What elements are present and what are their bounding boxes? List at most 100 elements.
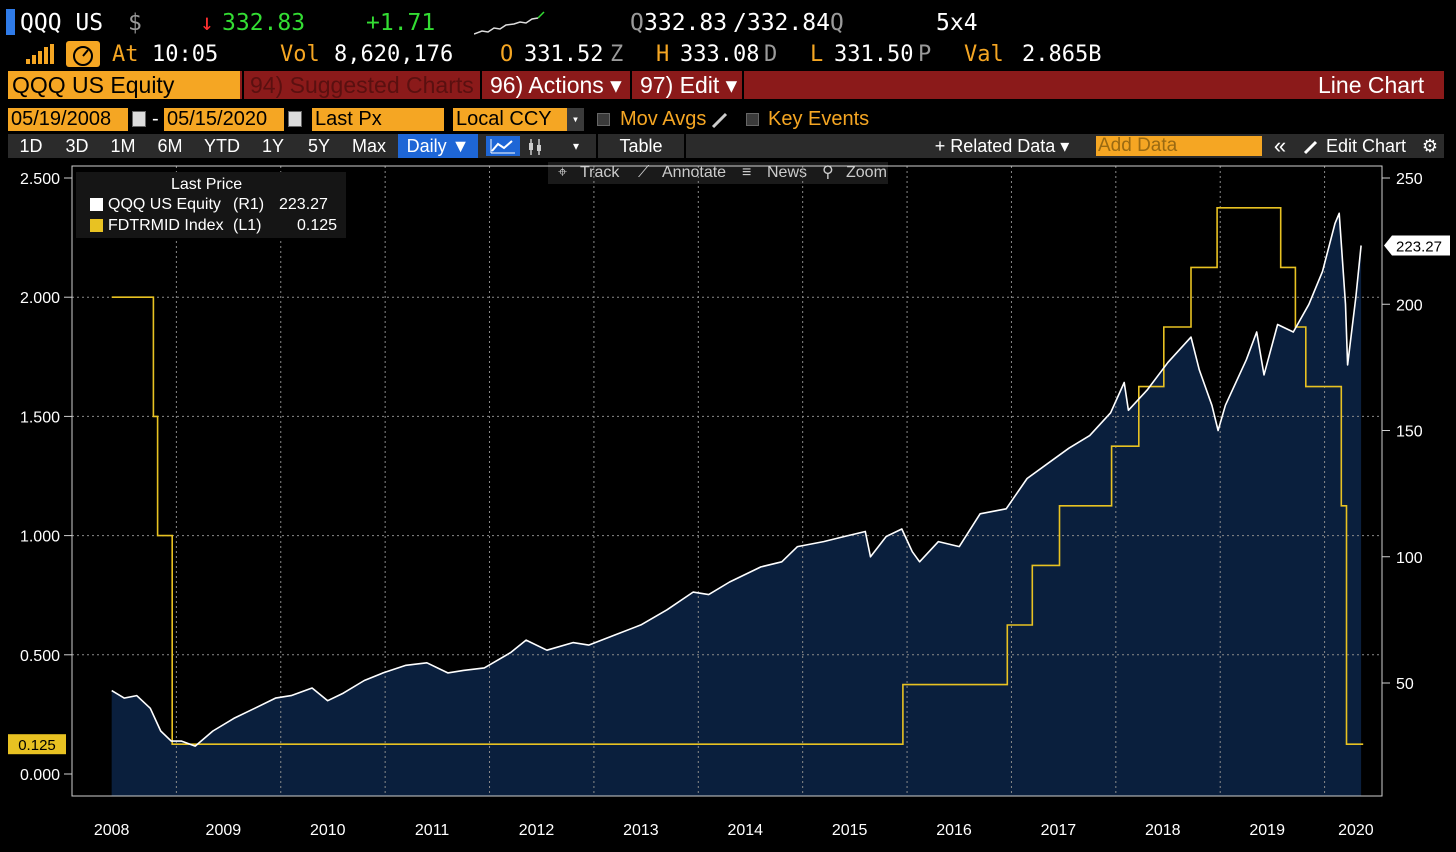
signal-bars-icon: [26, 44, 54, 64]
legend-swatch-fdtrmid: [90, 219, 103, 232]
currency-symbol: $: [128, 10, 142, 36]
high-suffix: D: [764, 42, 778, 67]
period-max-button[interactable]: Max: [351, 136, 386, 156]
line-chart-icon[interactable]: [486, 136, 520, 156]
legend-item-fdtrmid-axis: (L1): [233, 217, 262, 234]
edit-chart-button[interactable]: Edit Chart: [1325, 136, 1407, 156]
annotate-icon[interactable]: ⟋: [638, 164, 650, 181]
zoom-button[interactable]: Zoom: [846, 164, 887, 181]
left-tick-label: 0.000: [20, 767, 60, 784]
end-date-field[interactable]: 05/15/2020: [164, 108, 284, 131]
last-price: 332.83: [222, 10, 306, 36]
collapse-icon[interactable]: «: [1273, 133, 1287, 158]
right-tick-label: 50: [1396, 676, 1414, 693]
bid-ask-size: 5x4: [936, 10, 978, 36]
chart-type-label: Line Chart: [1318, 72, 1425, 98]
related-data-button[interactable]: + Related Data ▾: [934, 136, 1070, 156]
frequency-select[interactable]: Daily ▼: [398, 134, 478, 158]
high-price: 333.08: [680, 42, 760, 67]
price-field-select[interactable]: Last Px: [312, 108, 444, 131]
traded-value: 2.865B: [1022, 42, 1102, 67]
key-events-label[interactable]: Key Events: [768, 108, 870, 130]
open-price: 331.52: [524, 42, 604, 67]
qqq-last-tag: [1384, 235, 1450, 256]
candlestick-icon[interactable]: [526, 137, 546, 157]
start-date-field[interactable]: 05/19/2008: [8, 108, 128, 131]
bid-prefix: Q: [630, 10, 644, 36]
news-button[interactable]: News: [767, 164, 808, 181]
right-tick-label: 200: [1396, 297, 1423, 314]
x-tick-label: 2016: [936, 822, 972, 839]
track-icon[interactable]: ⌖: [558, 164, 568, 181]
legend-item-qqq-axis: (R1): [233, 196, 265, 213]
value-label: Val: [964, 42, 1004, 67]
bid-price: 332.83: [644, 10, 728, 36]
chart-legend: [76, 172, 346, 238]
add-data-input[interactable]: Add Data: [1096, 136, 1262, 156]
right-tick-label: 150: [1396, 424, 1423, 441]
qqq-last-label: 223.27: [1396, 238, 1442, 255]
qqq-line: [111, 212, 1362, 747]
period-1y-button[interactable]: 1Y: [261, 136, 285, 156]
period-6m-button[interactable]: 6M: [157, 136, 183, 156]
pencil-icon[interactable]: [1302, 138, 1320, 156]
period-3d-button[interactable]: 3D: [65, 136, 89, 156]
menu-divider: [480, 71, 482, 99]
toolbar-divider: [684, 134, 686, 158]
down-arrow-icon: ↓: [200, 10, 214, 36]
legend-item-fdtrmid-name: FDTRMID Index: [108, 217, 224, 234]
track-button[interactable]: Track: [580, 164, 620, 181]
right-tick-label: 250: [1396, 171, 1423, 188]
news-icon[interactable]: ≡: [742, 164, 752, 181]
x-tick-label: 2015: [832, 822, 868, 839]
period-ytd-button[interactable]: YTD: [204, 136, 240, 156]
chevron-down-icon[interactable]: ▾: [572, 139, 580, 153]
mov-avgs-checkbox[interactable]: [597, 113, 610, 126]
fdtrmid-last-label: 0.125: [18, 737, 56, 754]
edit-menu[interactable]: 97) Edit ▾: [640, 72, 738, 98]
mov-avgs-label[interactable]: Mov Avgs: [620, 108, 707, 130]
suggested-charts-menu[interactable]: 94) Suggested Charts: [250, 72, 474, 98]
ask-price: /332.84: [733, 10, 830, 36]
plot-frame: [71, 165, 1383, 797]
quote-time: 10:05: [152, 42, 219, 67]
date-range-dash: -: [152, 108, 159, 130]
table-button[interactable]: Table: [619, 136, 663, 156]
high-label: H: [656, 42, 670, 67]
period-5y-button[interactable]: 5Y: [307, 136, 331, 156]
currency-select[interactable]: Local CCY: [453, 108, 567, 131]
left-tick-label: 0.500: [20, 648, 60, 665]
volume: 8,620,176: [334, 42, 454, 67]
calendar-icon[interactable]: [132, 111, 146, 127]
right-tick-label: 100: [1396, 550, 1423, 567]
menu-bar: [8, 71, 1444, 99]
x-tick-label: 2011: [415, 822, 450, 839]
calendar-icon[interactable]: [288, 111, 302, 127]
x-tick-label: 2019: [1249, 822, 1285, 839]
x-tick-label: 2018: [1145, 822, 1181, 839]
left-tick-label: 1.000: [20, 529, 60, 546]
actions-menu[interactable]: 96) Actions ▾: [490, 72, 622, 98]
menu-divider: [742, 71, 744, 99]
gear-icon[interactable]: ⚙: [1421, 136, 1439, 156]
left-tick-label: 1.500: [20, 409, 60, 426]
x-tick-label: 2009: [206, 822, 242, 839]
ticker[interactable]: QQQ US: [20, 10, 104, 36]
annotate-button[interactable]: Annotate: [662, 164, 727, 181]
legend-item-qqq-name: QQQ US Equity: [108, 196, 221, 213]
menu-divider: [242, 71, 244, 99]
pencil-icon[interactable]: [710, 110, 730, 130]
key-events-checkbox[interactable]: [746, 113, 759, 126]
zoom-icon[interactable]: ⚲: [822, 164, 834, 181]
low-suffix: P: [918, 42, 932, 67]
period-1d-button[interactable]: 1D: [19, 136, 43, 156]
x-tick-label: 2013: [623, 822, 659, 839]
left-tick-label: 2.500: [20, 171, 60, 188]
open-suffix: Z: [610, 42, 624, 67]
menu-divider: [630, 71, 632, 99]
chevron-down-icon[interactable]: ▾: [567, 108, 584, 131]
security-field[interactable]: QQQ US Equity: [8, 71, 240, 99]
period-1m-button[interactable]: 1M: [110, 136, 136, 156]
gauge-icon[interactable]: [66, 41, 100, 67]
